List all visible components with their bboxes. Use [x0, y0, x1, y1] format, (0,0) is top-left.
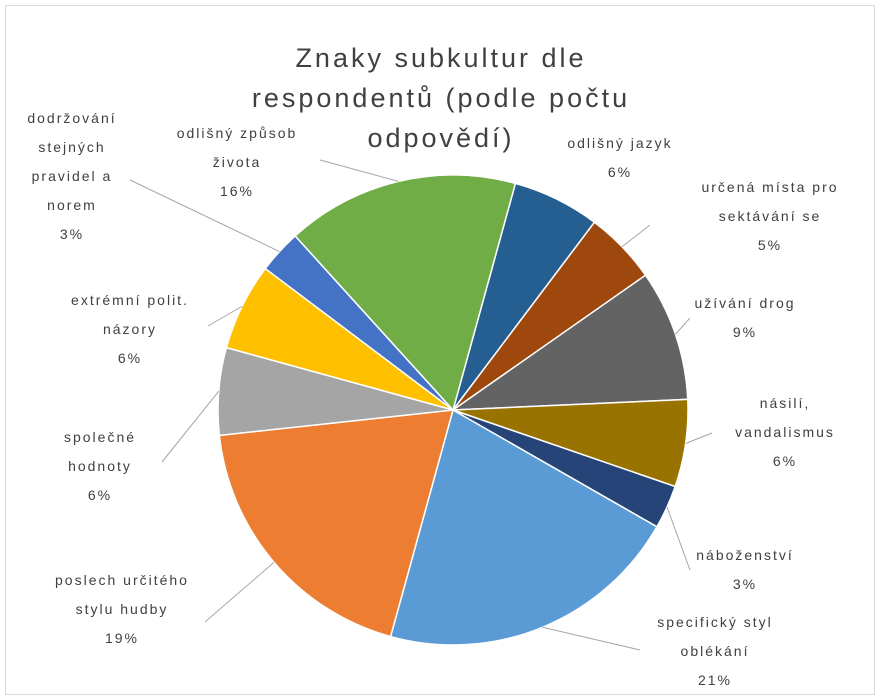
- value-label: 6%: [117, 350, 143, 366]
- category-label: užívání drog: [694, 295, 796, 311]
- data-label: extrémní polit. názory 6%: [50, 286, 210, 373]
- category-label: odlišný jazyk: [567, 135, 673, 151]
- value-label: 3%: [732, 576, 758, 592]
- value-label: 21%: [697, 672, 733, 688]
- leader-line: [207, 305, 243, 327]
- value-label: 5%: [757, 237, 783, 253]
- category-label: náboženství: [696, 547, 794, 563]
- leader-line: [542, 626, 641, 651]
- value-label: 6%: [772, 453, 798, 469]
- value-label: 6%: [607, 164, 633, 180]
- data-label: užívání drog 9%: [670, 289, 820, 347]
- data-label: poslech určitého stylu hudby 19%: [42, 566, 202, 653]
- data-label: násilí, vandalismus 6%: [715, 389, 855, 476]
- pie-slice: [218, 409, 455, 638]
- category-label: odlišný způsob života: [176, 125, 298, 170]
- leader-line: [666, 506, 691, 571]
- category-label: násilí, vandalismus: [735, 395, 835, 440]
- pie-slice: [389, 408, 658, 646]
- leader-line: [675, 317, 691, 335]
- data-label: určená místa pro sektávání se 5%: [680, 173, 860, 260]
- data-label: náboženství 3%: [670, 541, 820, 599]
- data-label: společné hodnoty 6%: [35, 423, 165, 510]
- category-label: poslech určitého stylu hudby: [55, 572, 189, 617]
- value-label: 16%: [219, 183, 255, 199]
- data-label: odlišný způsob života 16%: [157, 119, 317, 206]
- data-label: odlišný jazyk 6%: [545, 129, 695, 187]
- category-label: extrémní polit. názory: [71, 292, 189, 337]
- chart-frame: [5, 5, 875, 695]
- leader-line: [319, 159, 399, 182]
- data-label: dodržování stejných pravidel a norem 3%: [17, 104, 127, 249]
- chart-title: Znaky subkultur dle respondentů (podle p…: [251, 43, 631, 153]
- category-label: společné hodnoty: [63, 429, 137, 474]
- leader-line: [161, 390, 220, 463]
- value-label: 19%: [104, 630, 140, 646]
- value-label: 6%: [87, 487, 113, 503]
- category-label: určená místa pro sektávání se: [701, 179, 839, 224]
- leader-line: [204, 561, 275, 623]
- category-label: specifický styl oblékání: [657, 614, 773, 659]
- data-label: specifický styl oblékání 21%: [630, 608, 800, 695]
- leader-line: [129, 179, 280, 252]
- category-label: dodržování stejných pravidel a norem: [27, 110, 117, 213]
- pie-slice: [450, 274, 689, 411]
- pie-slice: [294, 174, 517, 412]
- leader-line: [621, 224, 651, 248]
- leader-line: [685, 432, 713, 444]
- value-label: 3%: [59, 226, 85, 242]
- value-label: 9%: [732, 324, 758, 340]
